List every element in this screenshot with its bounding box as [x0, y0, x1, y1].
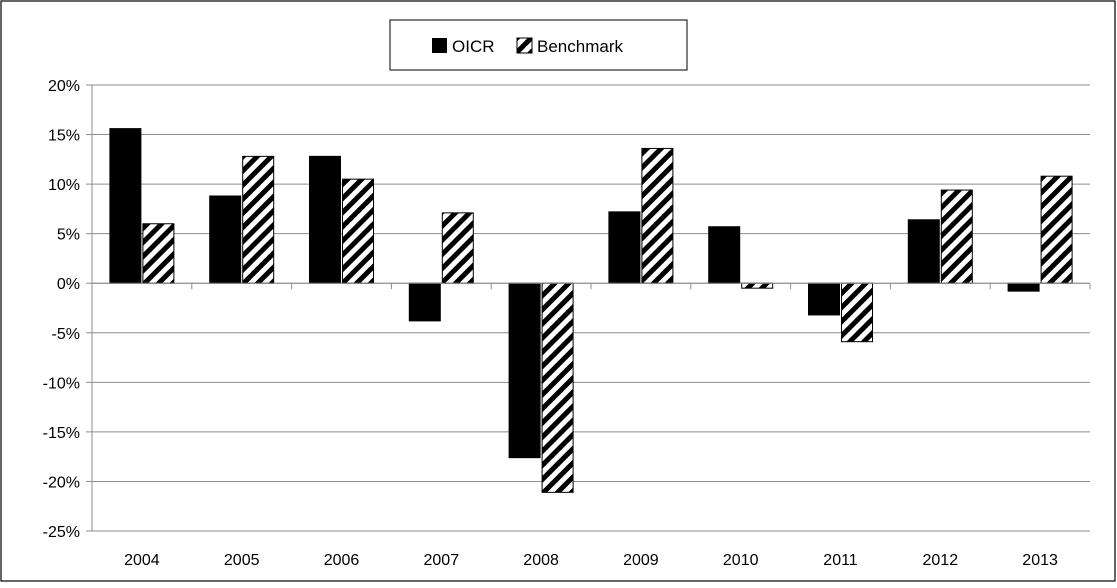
legend-label-oicr: OICR [452, 37, 495, 56]
legend-label-benchmark: Benchmark [537, 37, 623, 56]
y-tick-label: 15% [48, 128, 80, 145]
bar-benchmark-2008 [541, 282, 574, 493]
bars [109, 128, 1073, 493]
x-tick-label: 2005 [224, 552, 260, 569]
x-axis-tick-labels: 2004 2005 2006 2007 2008 2009 2010 2011 2012 2013 [124, 552, 1058, 569]
y-tick-label: -15% [43, 425, 80, 442]
bar-oicr-2004 [109, 128, 142, 284]
bar-benchmark-2007 [441, 212, 474, 284]
legend-swatch-oicr [432, 38, 447, 53]
bar-oicr-2010 [708, 226, 741, 284]
bar-oicr-2013 [1007, 282, 1040, 292]
bar-benchmark-2011 [841, 282, 873, 343]
y-tick-label: -20% [43, 474, 80, 491]
x-tick-label: 2013 [1022, 552, 1058, 569]
legend: OICR Benchmark [389, 19, 688, 71]
bar-benchmark-2013 [1040, 175, 1073, 284]
bar-benchmark-2012 [940, 189, 973, 284]
y-tick-label: -25% [43, 524, 80, 541]
y-tick-label: 0% [57, 276, 80, 293]
bar-oicr-2012 [907, 219, 940, 284]
axes [86, 84, 1091, 532]
bar-benchmark-2009 [641, 147, 674, 284]
bar-oicr-2008 [508, 282, 541, 459]
x-tick-label: 2010 [723, 552, 759, 569]
x-tick-label: 2008 [523, 552, 559, 569]
x-tick-label: 2011 [823, 552, 858, 569]
bar-benchmark-2005 [242, 155, 275, 284]
x-tick-label: 2012 [923, 552, 959, 569]
bar-benchmark-2004 [142, 223, 175, 284]
gridlines [92, 84, 1090, 532]
y-tick-label: 20% [48, 78, 80, 95]
y-tick-label: 5% [57, 227, 80, 244]
bar-benchmark-2010 [741, 282, 774, 289]
y-tick-label: 10% [48, 177, 80, 194]
bar-oicr-2006 [309, 155, 341, 284]
bar-oicr-2005 [209, 195, 242, 284]
bar-oicr-2007 [408, 282, 441, 322]
y-tick-label: -5% [52, 326, 80, 343]
legend-swatch-benchmark [516, 37, 533, 54]
x-tick-label: 2006 [324, 552, 360, 569]
x-tick-label: 2004 [124, 552, 160, 569]
y-tick-label: -10% [43, 375, 80, 392]
x-tick-label: 2007 [424, 552, 460, 569]
bar-benchmark-2006 [342, 178, 374, 284]
x-tick-label: 2009 [623, 552, 659, 569]
bar-oicr-2009 [608, 211, 641, 284]
bar-oicr-2011 [808, 282, 840, 316]
y-axis-tick-labels: 20% 15% 10% 5% 0% -5% -10% -15% -20% -25% [43, 78, 80, 541]
